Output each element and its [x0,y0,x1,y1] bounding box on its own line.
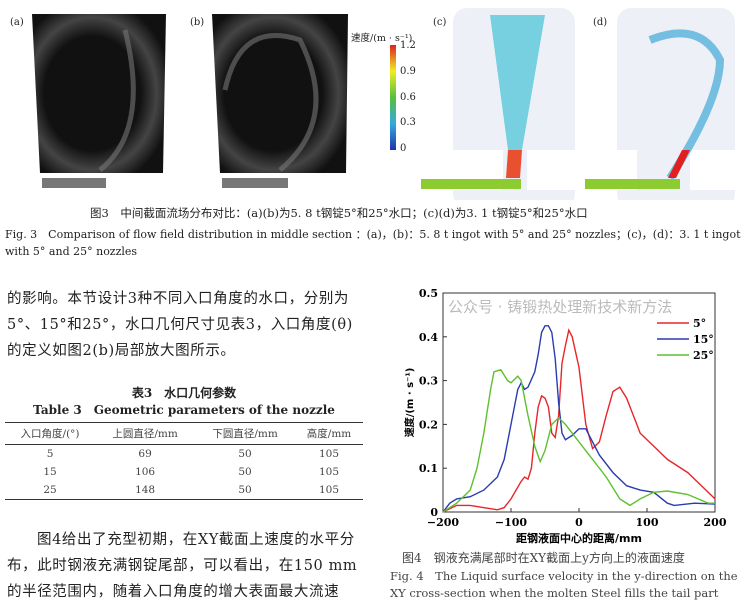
table-title-en: Table 3 Geometric parameters of the nozz… [33,403,335,417]
panel-b [212,14,348,188]
y-axis-label: 速度/(m · s⁻¹) [403,368,416,438]
cell: 105 [295,481,363,500]
colorbar-tick: 0.9 [400,66,416,77]
colorbar [390,45,396,150]
x-tick-label: −200 [427,516,460,529]
x-tick-label: 0 [575,516,583,529]
column-header: 下圆直径/mm [195,422,296,445]
figure-3-caption-cn: 图3 中间截面流场分布对比：(a)(b)为5. 8 t钢锭5°和25°水口；(c… [90,206,588,220]
panel-c [421,8,577,200]
y-tick-label: 0.3 [419,375,438,388]
x-tick-label: −100 [495,516,528,529]
legend-label: 5° [693,317,706,330]
x-tick-label: 200 [704,516,727,529]
legend-label: 25° [693,349,714,362]
table-row: 25 148 50 105 [5,481,363,500]
figure-3: (a) (b) (c) (d) [0,0,750,200]
table-row: 15 106 50 105 [5,463,363,481]
table-header-row: 入口角度/(°) 上圆直径/mm 下圆直径/mm 高度/mm [5,422,363,445]
panel-label-d: (d) [593,17,608,28]
cell: 50 [195,481,296,500]
table-3: 入口角度/(°) 上圆直径/mm 下圆直径/mm 高度/mm 5 69 50 105 … [5,422,363,500]
body-paragraph: 图4给出了充型初期，在XY截面上速度的水平分布，此时钢液充满钢锭尾部，可以看出，… [7,532,358,600]
cell: 105 [319,448,340,460]
column-header: 高度/mm [295,422,363,445]
flow-field-images [32,8,740,200]
series-line-5deg [442,328,716,513]
figure-4-caption-en-cont: XY cross-section when the molten Steel f… [390,586,719,600]
colorbar-tick: 0 [400,143,407,154]
panel-a [32,14,166,188]
series-line-15deg [442,325,716,513]
cell: 5 [46,448,54,460]
y-tick-label: 0.2 [419,418,438,431]
colorbar-tick: 1.2 [400,40,416,51]
cell: 105 [319,466,340,478]
x-tick-label: 100 [636,516,659,529]
watermark: 公众号 · 铸锻热处理新技术新方法 [448,298,673,316]
table-row: 5 69 50 105 [5,445,363,464]
cell: 50 [238,448,252,460]
cell: 15 [43,466,57,478]
x-axis-label: 距钢液面中心的距离/mm [516,531,642,545]
panel-d [585,8,740,200]
cell: 148 [95,481,196,500]
colorbar-title: 速度/(m · s⁻¹) [351,33,413,44]
panel-label-c: (c) [433,17,447,28]
y-tick-label: 0.1 [419,462,438,475]
plot-frame [442,292,716,513]
table-title-cn: 表3 水口几何参数 [131,386,237,400]
y-tick-label: 0.5 [419,287,438,300]
cell: 69 [138,448,152,460]
figure-4-chart: −200 −100 0 100 200 0 0.1 0.2 0.3 0.4 0.5 距钢液面中心的距离… [403,287,727,545]
colorbar-tick: 0.6 [400,92,416,103]
figure-3-caption-en: Fig. 3 Comparison of flow field distribu… [5,228,741,241]
column-header: 入口角度/(°) [5,422,96,445]
y-tick-label: 0 [430,506,438,519]
table-3-title: 表3 水口几何参数 Table 3 Geometric parameters o… [5,385,363,419]
figure-4-caption-cn: 图4 钢液充满尾部时在XY截面上y方向上的液面速度 [402,551,685,565]
column-header: 上圆直径/mm [95,422,196,445]
cell: 50 [238,466,252,478]
cell: 106 [135,466,156,478]
cell: 25 [5,481,96,500]
figure-4-caption-en: Fig. 4 The Liquid surface velocity in th… [390,569,738,583]
colorbar-tick: 0.3 [400,117,416,128]
body-paragraph: 的影响。本节设计3种不同入口角度的水口，分别为5°、15°和25°，水口几何尺寸… [7,291,353,359]
panel-label-a: (a) [10,17,24,28]
series-line-25deg [442,368,715,513]
panel-label-b: (b) [190,17,205,28]
figure-3-caption-en-cont: with 5° and 25° nozzles [5,245,138,258]
y-tick-label: 0.4 [419,331,438,344]
legend-label: 15° [693,333,714,346]
